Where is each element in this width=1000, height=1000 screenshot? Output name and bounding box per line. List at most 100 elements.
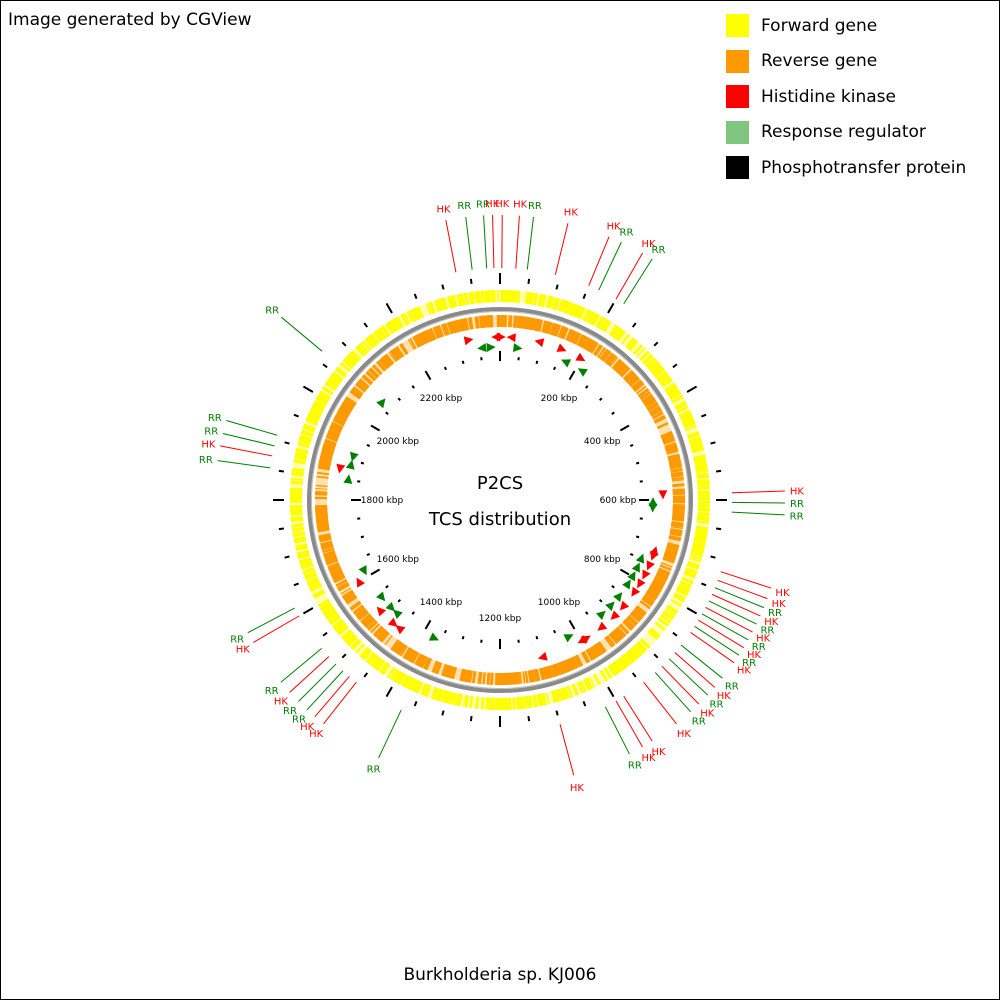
reverse-gene-bar [389,349,400,362]
forward-gene-bar [611,661,621,674]
reverse-gene-bar [330,421,344,430]
reverse-gene-bar [370,367,380,377]
forward-gene-bar [332,371,344,381]
reverse-gene-bar [355,383,366,392]
tcs-feature-mark [350,451,359,462]
kbp-label: 800 kbp [584,555,621,565]
forward-gene-bar [307,579,319,586]
reverse-gene-bar [574,654,583,667]
forward-gene-bar [682,417,694,424]
reverse-gene-bar [491,315,494,328]
reverse-gene-bar [666,543,679,549]
reverse-gene-bar [320,451,334,457]
forward-gene-bar [342,631,355,642]
forward-gene-bar [692,541,706,548]
forward-gene-bar [677,585,690,594]
outer-tick [469,278,473,284]
tcs-label: RR [652,245,666,256]
kbp-label: 1600 kbp [377,555,420,565]
tcs-label: HK [747,650,762,661]
forward-gene-bar [451,294,458,308]
tcs-label: RR [742,658,756,669]
tcs-callout-line [559,723,575,776]
forward-gene-bar [364,337,375,349]
reverse-gene-bar [341,401,354,411]
forward-gene-bar [290,477,304,481]
forward-gene-bar [631,646,641,658]
reverse-gene-bar [407,339,415,351]
forward-gene-bar [385,322,395,335]
forward-gene-bar [680,580,692,587]
tcs-callout-line [515,215,520,269]
reverse-gene-bar [663,438,676,445]
legend-label: Response regulator [761,122,926,143]
tcs-label: HK [564,208,579,219]
reverse-gene-bar [513,315,518,328]
reverse-gene-bar [656,421,669,430]
forward-gene-bar [435,299,442,312]
outer-tick [686,607,698,615]
reverse-gene-bar [545,666,551,679]
forward-gene-bar [355,345,366,357]
forward-gene-bar [290,517,304,522]
reverse-gene-bar [442,323,449,336]
outer-tick [284,441,290,445]
reverse-gene-bar [357,380,369,390]
forward-gene-bar [455,693,462,706]
center-subtitle: TCS distribution [428,509,571,530]
tcs-callout-line [731,511,785,516]
forward-gene-bar [489,697,493,710]
tcs-feature-mark [556,343,567,352]
reverse-gene-bar [568,658,576,670]
outer-tick [413,701,418,707]
outer-tick [527,278,531,284]
reverse-gene-bar [625,373,637,384]
reverse-gene-bar [376,360,387,372]
reverse-gene-bar [316,471,330,475]
reverse-gene-bar [633,382,645,392]
kbp-tick-labels: 200 kbp 400 kbp 600 kbp 800 kbp 1000 kbp 1200… [361,394,637,624]
kbp-tick [411,385,415,389]
outer-tick [284,555,290,559]
reverse-gene-bar [537,319,543,332]
forward-gene-bar [675,402,688,411]
reverse-gene-bar [611,630,622,642]
tcs-feature-mark [631,562,640,573]
kbp-tick [360,461,365,465]
reverse-gene-bar [642,596,654,605]
forward-gene-bar [380,325,391,337]
reverse-gene-bar [373,364,383,374]
reverse-gene-bar [585,339,594,351]
reverse-gene-bar [463,318,469,331]
reverse-gene-bar [629,377,640,387]
forward-gene-bar [545,295,552,309]
forward-gene-bar [588,312,598,325]
tcs-label: RR [752,642,766,653]
tcs-label: HK [756,634,771,645]
legend-label: Phosphotransfer protein [761,157,967,178]
reverse-gene-bar [447,322,453,335]
reverse-gene-bar [327,431,340,439]
tcs-label: RR [208,413,222,424]
forward-gene-bar [312,589,325,598]
reverse-gene-bar [461,669,467,682]
forward-gene-bar [435,688,443,701]
kbp-tick [568,619,576,630]
reverse-gene-bar [358,379,369,389]
reverse-gene-bar [453,320,459,333]
kbp-tick [385,585,389,589]
reverse-gene-bar [593,644,602,656]
forward-gene-bar [588,676,596,688]
forward-gene-bar [541,693,547,706]
reverse-gene-bar [506,672,510,685]
reverse-gene-bar [672,490,685,494]
forward-gene-bar [336,366,348,376]
forward-gene-bar [516,290,520,303]
reverse-gene-bar [426,329,433,342]
tcs-label: RR [457,201,471,212]
kbp-label: 2200 kbp [420,394,463,404]
reverse-gene-bar [461,318,466,331]
tcs-callout-line [378,709,402,759]
reverse-gene-bar [457,319,461,332]
forward-gene-bar [358,342,370,354]
